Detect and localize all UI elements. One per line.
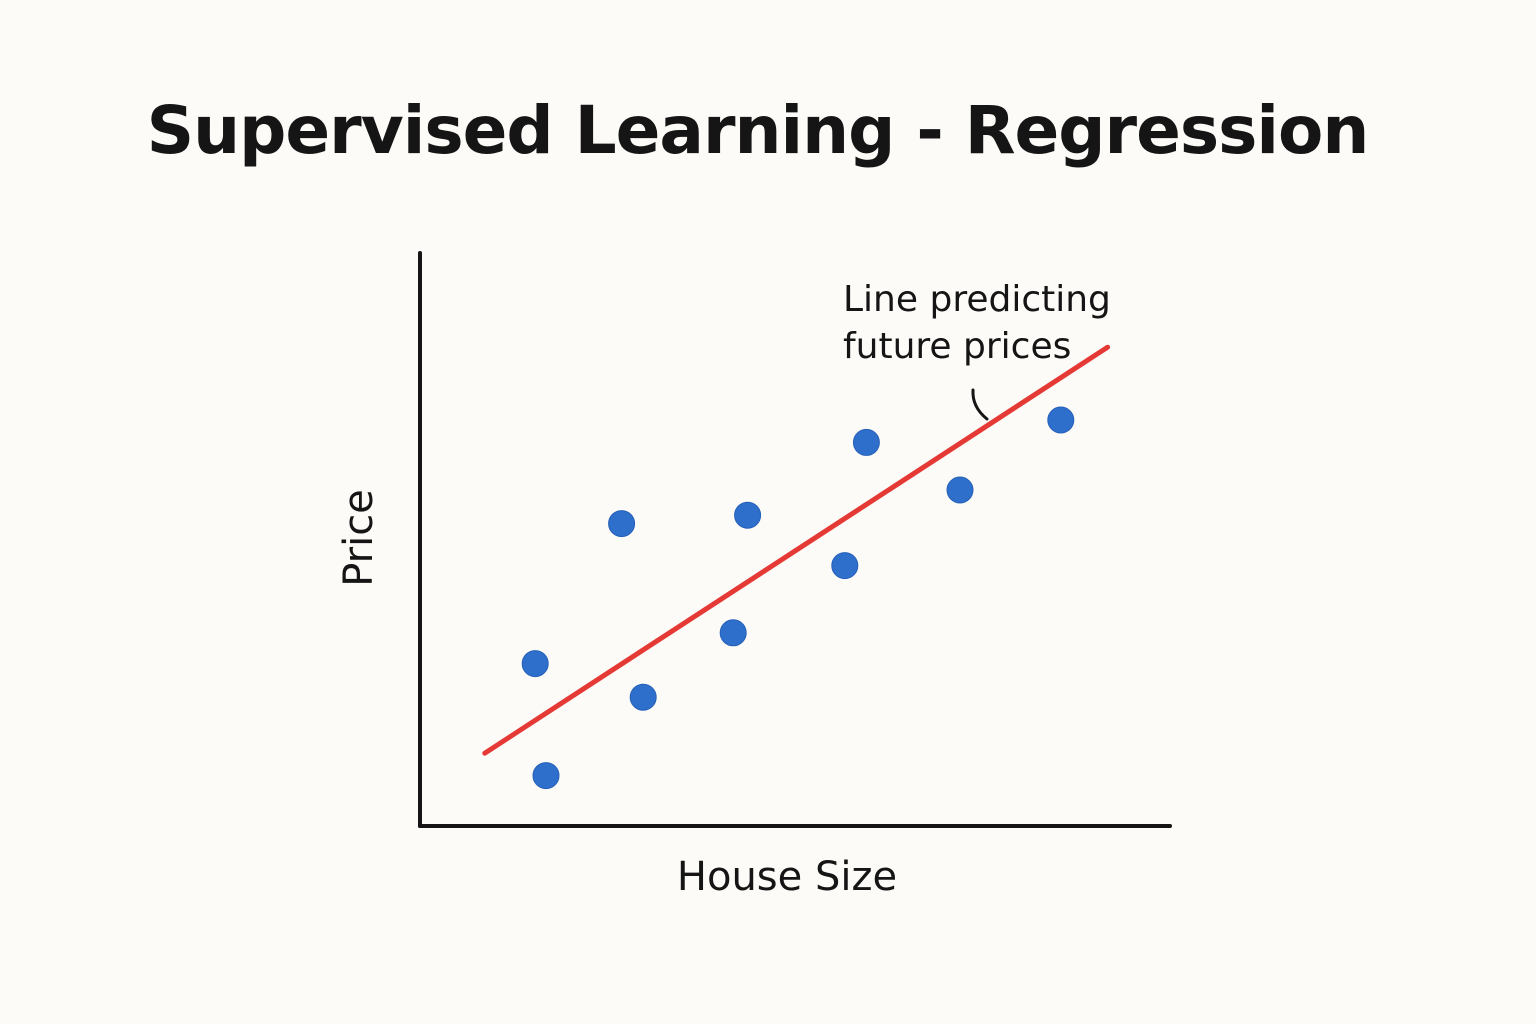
data-point xyxy=(1047,406,1075,434)
data-point xyxy=(532,762,560,790)
data-point xyxy=(734,501,762,529)
annotation-text-line: future prices xyxy=(843,326,1071,367)
chart-title: Supervised Learning - Regression xyxy=(146,92,1370,169)
annotation-text-line: Line predicting xyxy=(843,279,1111,320)
data-point xyxy=(629,683,657,711)
data-point xyxy=(521,650,549,678)
y-axis-label: Price xyxy=(336,489,382,587)
data-point xyxy=(719,619,747,647)
x-axis-label: House Size xyxy=(677,854,897,900)
regression-line xyxy=(482,344,1111,756)
data-point xyxy=(946,476,974,504)
data-point xyxy=(608,510,636,538)
annotation-pointer xyxy=(971,388,989,421)
data-point xyxy=(852,428,880,456)
data-point xyxy=(831,552,859,580)
